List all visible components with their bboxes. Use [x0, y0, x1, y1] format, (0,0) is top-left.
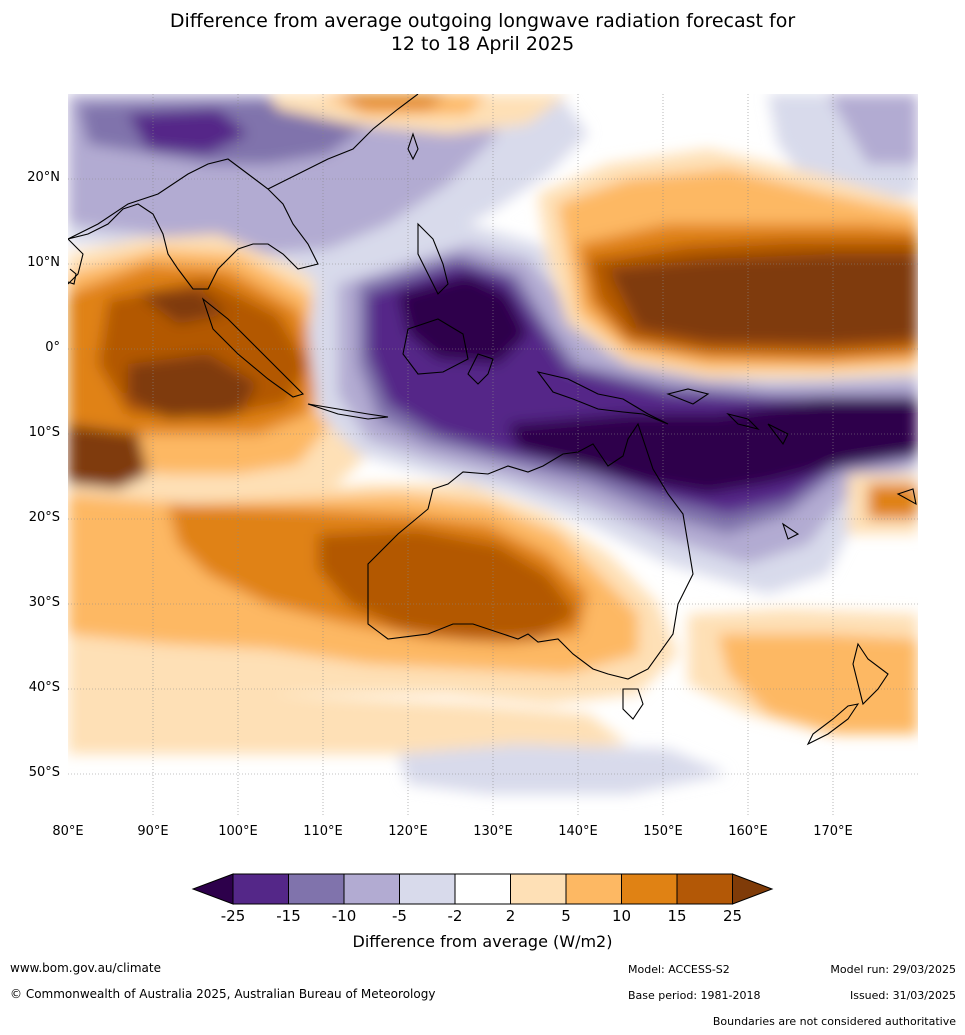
lon-label-130e: 130°E: [473, 824, 513, 839]
field-south-light: [68, 674, 628, 754]
lat-label-20n: 20°N: [27, 170, 60, 185]
model-run-date: Model run: 29/03/2025: [830, 963, 956, 976]
colorbar-tick-5: 2: [505, 907, 516, 925]
colorbar-tick-0: -25: [220, 907, 246, 925]
map-title: Difference from average outgoing longwav…: [0, 10, 965, 56]
lat-label-40s: 40°S: [28, 680, 60, 695]
tasmania-coast: [622, 688, 644, 720]
colorbar-swatch-6: [510, 873, 567, 905]
base-period: Base period: 1981-2018: [628, 989, 761, 1002]
field-china-orange-3: [338, 94, 448, 109]
field-io-6: [138, 289, 228, 324]
colorbar-tick-7: 10: [611, 907, 632, 925]
lon-label-100e: 100°E: [218, 824, 258, 839]
lon-label-140e: 140°E: [558, 824, 598, 839]
field-io-west-dark: [68, 424, 148, 494]
colorbar-swatch-8: [621, 873, 678, 905]
lon-label-170e: 170°E: [813, 824, 853, 839]
field-pac-darkest: [508, 399, 918, 494]
pacific-islands: [666, 388, 917, 540]
coastlines: [68, 94, 917, 746]
lon-label-150e: 150°E: [643, 824, 683, 839]
india-coast: [68, 238, 84, 285]
lat-label-10n: 10°N: [27, 255, 60, 270]
colorbar-tick-2: -10: [331, 907, 357, 925]
field-south-purple: [398, 744, 728, 794]
colorbar-tick-4: -2: [447, 907, 463, 925]
colorbar-tick-6: 5: [561, 907, 571, 925]
colorbar-tick-1: -15: [276, 907, 301, 925]
colorbar-swatch-2: [288, 873, 345, 905]
field-mc-darkest: [398, 274, 528, 364]
boundary-disclaimer: Boundaries are not considered authoritat…: [712, 1015, 956, 1028]
taiwan-coast: [407, 132, 419, 161]
olr-anomaly-map: [68, 94, 918, 816]
sulawesi-coast: [467, 353, 494, 385]
field-tibet-dark: [128, 109, 248, 154]
colorbar: [191, 873, 774, 905]
borneo-coast: [402, 318, 469, 375]
colorbar-swatch-5: [454, 873, 511, 905]
lat-label-10s: 10°S: [28, 425, 60, 440]
colorbar-title: Difference from average (W/m2): [352, 932, 613, 951]
lat-label-0: 0°: [45, 340, 60, 355]
java-coast: [307, 403, 389, 420]
model-name: Model: ACCESS-S2: [628, 963, 730, 976]
china-coast: [267, 94, 419, 190]
lon-label-160e: 160°E: [728, 824, 768, 839]
colorbar-tick-3: -5: [392, 907, 407, 925]
issued-date: Issued: 31/03/2025: [849, 989, 956, 1002]
field-io-5: [128, 354, 258, 419]
australia-coast: [367, 422, 694, 680]
colorbar-tick-8: 15: [667, 907, 687, 925]
colorbar-swatch-3: [343, 873, 400, 905]
lon-label-110e: 110°E: [303, 824, 343, 839]
colorbar-swatch-7: [565, 873, 622, 905]
colorbar-swatch-min: [191, 873, 234, 905]
field-np-5: [608, 254, 918, 344]
colorbar-swatch-max: [732, 873, 774, 905]
lat-label-20s: 20°S: [28, 510, 60, 525]
sumatra-coast: [201, 297, 305, 398]
new-guinea-coast: [536, 371, 669, 425]
field-ne-purple-2: [828, 94, 918, 164]
copyright-text: © Commonwealth of Australia 2025, Austra…: [10, 987, 436, 1001]
field-nw-pac-small-2: [868, 484, 918, 519]
field-aus-4: [318, 529, 578, 639]
anomaly-fields: [68, 94, 918, 794]
new-zealand-south: [806, 703, 860, 746]
mainland-asia-coast: [68, 158, 319, 290]
lon-label-120e: 120°E: [388, 824, 428, 839]
title-line-2: 12 to 18 April 2025: [390, 33, 575, 55]
lat-label-50s: 50°S: [28, 765, 60, 780]
new-zealand-north: [852, 642, 889, 706]
colorbar-tick-9: 25: [722, 907, 743, 925]
title-line-1: Difference from average outgoing longwav…: [169, 10, 796, 32]
lon-label-80e: 80°E: [52, 824, 84, 839]
colorbar-swatch-9: [676, 873, 733, 905]
colorbar-swatch-4: [399, 873, 456, 905]
philippines-coast: [417, 222, 449, 295]
map-canvas: [68, 94, 918, 816]
colorbar-swatch-1: [232, 873, 289, 905]
lat-label-30s: 30°S: [28, 595, 60, 610]
lon-label-90e: 90°E: [137, 824, 169, 839]
sri-lanka-coast: [68, 268, 77, 285]
website-link[interactable]: www.bom.gov.au/climate: [10, 961, 161, 975]
